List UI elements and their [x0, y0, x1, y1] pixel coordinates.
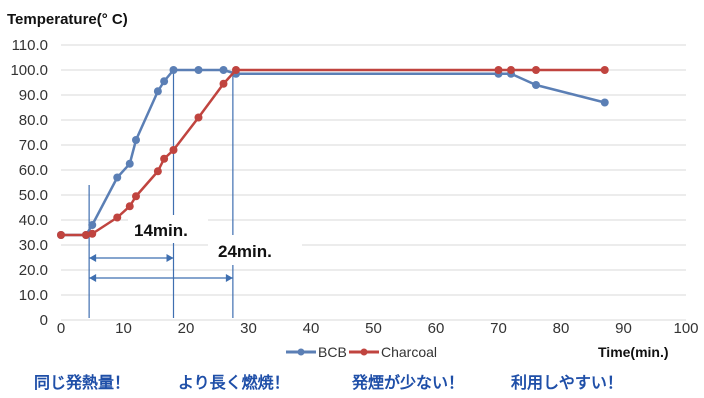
- data-point-bcb: [153, 87, 162, 96]
- arrow-24min-head-left: [89, 274, 97, 282]
- arrow-14min-head-left: [89, 254, 97, 262]
- x-tick-label: 100: [673, 320, 698, 337]
- arrow-14min-head-right: [166, 254, 174, 262]
- y-tick-labels: 0 10.0 20.0 30.0 40.0 50.0 60.0 70.0 80.0 90.0 100…: [10, 37, 48, 329]
- slogan-1: 同じ発熱量！: [34, 373, 130, 392]
- data-point-charcoal: [507, 66, 515, 74]
- data-point-charcoal: [219, 79, 228, 88]
- data-point-bcb: [113, 173, 122, 182]
- x-tick-label: 60: [428, 320, 445, 337]
- slogan-3: 発煙が少ない！: [351, 373, 464, 392]
- data-point-charcoal: [88, 229, 97, 238]
- data-point-charcoal: [153, 167, 162, 176]
- data-point-charcoal: [125, 202, 134, 211]
- data-point-charcoal: [160, 154, 169, 163]
- y-tick-label: 60.0: [19, 162, 48, 179]
- y-tick-label: 80.0: [19, 112, 48, 129]
- annotation-layer: 14min. 24min.: [128, 215, 302, 265]
- data-point-charcoal: [57, 231, 65, 239]
- label-14-background: [128, 215, 208, 243]
- data-point-charcoal: [82, 231, 90, 239]
- data-point-charcoal: [169, 146, 178, 154]
- label-24-background: [208, 235, 302, 265]
- series-layer: [57, 66, 609, 239]
- x-tick-label: 0: [57, 320, 65, 337]
- x-axis-title: Time(min.): [598, 344, 669, 360]
- data-point-bcb: [88, 221, 97, 229]
- slogan-2: より長く燃焼！: [178, 373, 290, 392]
- data-point-bcb: [219, 66, 228, 74]
- data-point-charcoal: [132, 192, 140, 201]
- y-tick-label: 110.0: [12, 37, 48, 54]
- x-tick-label: 90: [615, 320, 632, 337]
- data-point-charcoal: [113, 213, 122, 222]
- data-point-bcb: [169, 66, 178, 74]
- data-point-bcb: [132, 136, 140, 144]
- data-point-bcb: [532, 81, 540, 89]
- x-tick-label: 30: [240, 320, 257, 337]
- guide-lines: [88, 70, 234, 318]
- y-axis-title: Temperature(° C): [7, 11, 128, 28]
- data-point-charcoal: [494, 66, 503, 74]
- y-tick-label: 30.0: [19, 237, 48, 254]
- x-tick-label: 70: [490, 320, 507, 337]
- x-tick-label: 20: [178, 320, 195, 337]
- data-point-charcoal: [194, 113, 203, 122]
- slogan-row: 同じ発熱量！ より長く燃焼！ 発煙が少ない！ 利用しやすい！: [34, 373, 623, 392]
- y-tick-label: 20.0: [19, 262, 48, 279]
- x-tick-label: 50: [365, 320, 382, 337]
- y-tick-label: 70.0: [19, 137, 48, 154]
- data-point-bcb: [600, 98, 609, 107]
- y-tick-label: 10.0: [19, 287, 48, 304]
- data-point-charcoal: [232, 66, 240, 74]
- x-tick-label: 40: [303, 320, 320, 337]
- data-point-bcb: [160, 77, 169, 86]
- y-tick-label: 40.0: [19, 212, 48, 229]
- data-point-bcb: [125, 159, 134, 168]
- y-tick-label: 0: [40, 312, 48, 329]
- legend-charcoal-label: Charcoal: [381, 344, 437, 360]
- slogan-4: 利用しやすい！: [511, 373, 623, 392]
- legend: BCB Charcoal: [286, 344, 437, 360]
- x-tick-label: 80: [553, 320, 570, 337]
- y-tick-label: 100.0: [10, 62, 48, 79]
- y-tick-label: 50.0: [19, 187, 48, 204]
- series-line-charcoal: [61, 68, 605, 237]
- label-14min: 14min.: [134, 221, 188, 240]
- legend-charcoal-marker: [360, 348, 368, 356]
- x-tick-labels: 0 10 20 30 40 50 60 70 80 90 100: [57, 320, 699, 337]
- grid-lines: [61, 44, 686, 321]
- legend-bcb-label: BCB: [318, 344, 347, 360]
- arrow-24min-head-right: [225, 274, 233, 282]
- x-tick-label: 10: [115, 320, 132, 337]
- label-24min: 24min.: [218, 242, 272, 261]
- data-point-bcb: [194, 66, 203, 74]
- y-tick-label: 90.0: [19, 87, 48, 104]
- data-point-charcoal: [532, 66, 540, 74]
- series-line-bcb: [61, 68, 606, 237]
- legend-bcb-marker: [297, 348, 305, 356]
- data-point-charcoal: [600, 66, 609, 74]
